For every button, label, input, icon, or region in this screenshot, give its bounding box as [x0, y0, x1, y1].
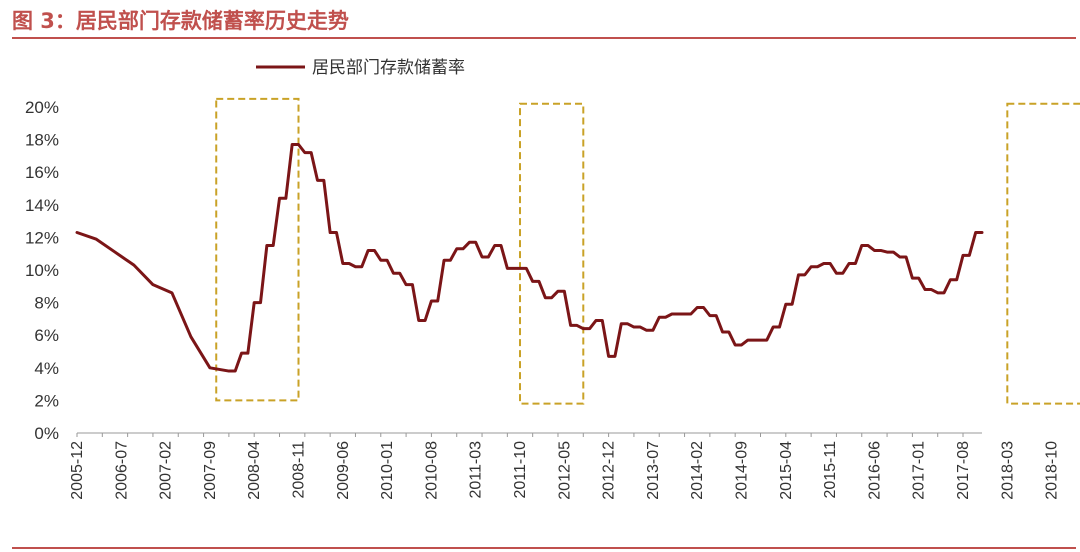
x-tick-label: 2015-04: [778, 441, 795, 500]
x-tick-label: 2008-11: [291, 441, 308, 499]
highlight-box: [519, 102, 585, 405]
y-tick-label: 10%: [25, 261, 59, 280]
y-tick-label: 14%: [25, 196, 59, 215]
x-tick-label: 2016-06: [866, 441, 883, 500]
x-tick-label: 2007-09: [202, 441, 219, 500]
x-tick-label: 2008-04: [246, 441, 263, 500]
y-tick-label: 4%: [34, 359, 59, 378]
x-tick-label: 2014-02: [689, 441, 706, 500]
x-tick-label: 2009-06: [335, 441, 352, 500]
x-tick-label: 2011-03: [468, 441, 485, 499]
x-tick-label: 2005-12: [69, 441, 86, 500]
y-tick-label: 20%: [25, 98, 59, 117]
highlight-box: [1006, 102, 1080, 405]
bottom-rule: [12, 547, 1076, 549]
y-tick-label: 8%: [34, 294, 59, 313]
x-tick-label: 2007-02: [158, 441, 175, 500]
x-tick-label: 2018-03: [999, 441, 1016, 500]
x-tick-label: 2013-07: [645, 441, 662, 500]
title-rule: [12, 37, 1076, 39]
x-tick-label: 2011-10: [512, 441, 529, 499]
x-tick-label: 2018-10: [1044, 441, 1061, 500]
x-tick-label: 2006-07: [113, 441, 130, 500]
series-line: [75, 142, 984, 373]
y-tick-label: 18%: [25, 131, 59, 150]
x-tick-label: 2012-12: [601, 441, 618, 500]
figure-title: 图 3：居民部门存款储蓄率历史走势: [12, 9, 349, 33]
x-tick-label: 2012-05: [556, 441, 573, 500]
x-tick-label: 2017-01: [911, 441, 928, 500]
x-tick-label: 2017-08: [955, 441, 972, 500]
y-tick-label: 6%: [34, 326, 59, 345]
x-tick-label: 2014-09: [734, 441, 751, 500]
legend-label: 居民部门存款储蓄率: [312, 58, 465, 78]
y-tick-label: 0%: [34, 424, 59, 443]
x-tick-label: 2015-11: [822, 441, 839, 499]
y-tick-label: 16%: [25, 163, 59, 182]
highlight-box: [215, 97, 300, 402]
x-tick-label: 2010-08: [423, 441, 440, 500]
x-tick-label: 2010-01: [379, 441, 396, 500]
y-tick-label: 2%: [34, 391, 59, 410]
y-tick-label: 12%: [25, 228, 59, 247]
